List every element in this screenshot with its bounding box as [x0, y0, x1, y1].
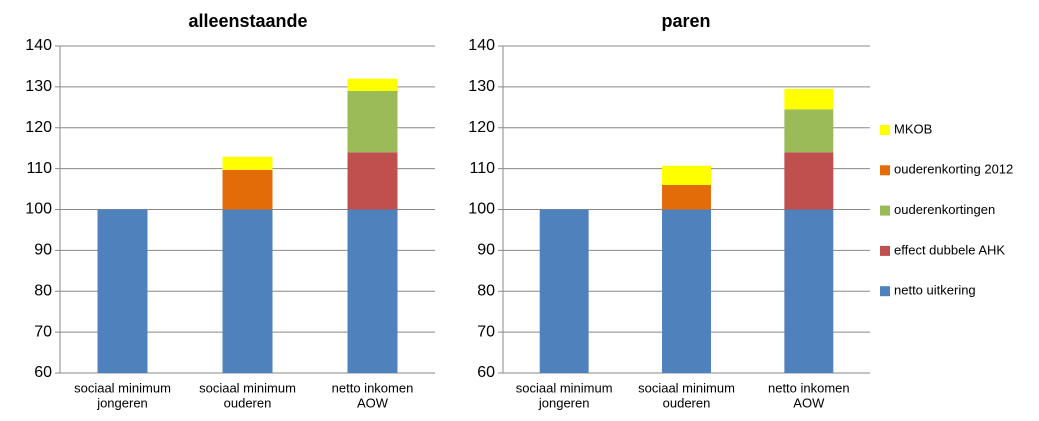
bar-segment [347, 152, 398, 210]
legend-label: MKOB [894, 121, 932, 136]
x-tick-label: sociaal minimum [199, 380, 296, 395]
legend-swatch [880, 125, 890, 135]
y-tick-label: 70 [477, 323, 495, 340]
bar-segment [222, 169, 273, 210]
y-tick-label: 90 [34, 242, 52, 259]
bar-segment [662, 165, 711, 185]
legend-label: ouderenkortingen [894, 202, 995, 217]
y-tick-label: 70 [34, 323, 52, 340]
x-tick-label: jongeren [538, 395, 590, 410]
legend-label: ouderenkorting 2012 [894, 162, 1013, 177]
bar-segment [347, 78, 398, 91]
legend-swatch [880, 165, 890, 176]
y-tick-label: 100 [25, 201, 52, 218]
x-tick-label: netto inkomen [332, 380, 414, 395]
bar-segment [662, 184, 711, 210]
y-tick-label: 120 [25, 119, 52, 136]
legend-label: netto uitkering [894, 283, 976, 298]
bar-segment [347, 90, 398, 153]
y-tick-label: 100 [468, 201, 495, 218]
x-tick-label: sociaal minimum [74, 380, 171, 395]
y-tick-label: 80 [34, 282, 52, 299]
y-tick-label: 120 [468, 119, 495, 136]
chart-title: alleenstaande [188, 11, 307, 31]
y-tick-label: 60 [477, 364, 495, 381]
chart-title: paren [661, 11, 710, 31]
bar-segment [784, 109, 834, 153]
y-tick-label: 130 [25, 78, 52, 95]
y-tick-label: 140 [468, 37, 495, 54]
x-tick-label: sociaal minimum [638, 380, 735, 395]
bar-segment [784, 88, 834, 110]
x-tick-label: sociaal minimum [516, 380, 613, 395]
legend-label: effect dubbele AHK [894, 242, 1005, 257]
y-tick-label: 140 [25, 37, 52, 54]
x-tick-label: AOW [357, 395, 389, 410]
x-tick-label: netto inkomen [768, 380, 850, 395]
y-tick-label: 130 [468, 78, 495, 95]
legend-swatch [880, 205, 890, 216]
bar-segment [347, 209, 398, 373]
bar-segment [539, 209, 589, 373]
bar-segment [97, 209, 148, 373]
legend-swatch [880, 286, 890, 297]
y-tick-label: 80 [477, 282, 495, 299]
y-tick-label: 90 [477, 242, 495, 259]
legend-swatch [880, 245, 890, 256]
bar-segment [222, 209, 273, 373]
bar-segment [222, 156, 273, 170]
y-tick-label: 110 [469, 160, 495, 177]
bar-segment [784, 209, 834, 373]
bar-segment [784, 152, 834, 210]
x-tick-label: jongeren [96, 395, 148, 410]
x-tick-label: ouderen [224, 395, 272, 410]
bar-segment [662, 209, 711, 373]
x-tick-label: AOW [793, 395, 825, 410]
x-tick-label: ouderen [663, 395, 711, 410]
y-tick-label: 60 [34, 364, 52, 381]
y-tick-label: 110 [26, 160, 52, 177]
